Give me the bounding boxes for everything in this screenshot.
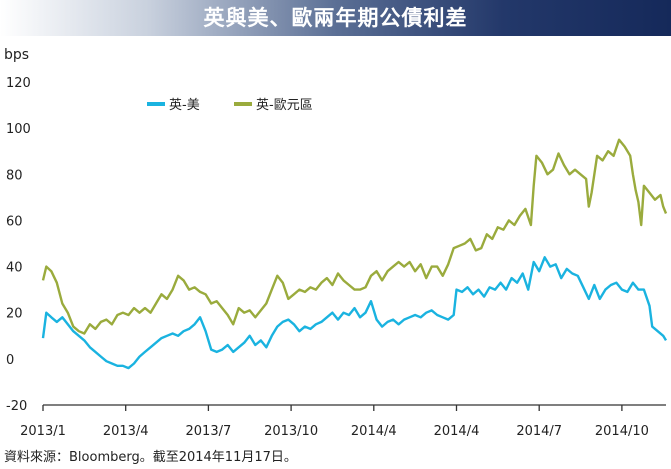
y-tick-label: 60 <box>6 214 23 229</box>
x-axis: 2013/1 2013/4 2013/7 2013/10 2014/4 2014/4 201… <box>20 404 666 439</box>
source-note: 資料來源：Bloomberg。截至2014年11月17日。 <box>4 450 297 465</box>
legend-label-1: 英-美 <box>169 98 200 113</box>
x-tick-label: 2013/7 <box>186 424 232 439</box>
series-layer <box>41 138 668 370</box>
y-tick-label: 20 <box>6 307 23 322</box>
y-axis-label: bps <box>4 47 30 63</box>
y-tick-label: 0 <box>6 353 14 368</box>
y-tick-label: 120 <box>6 76 31 91</box>
x-tick-label: 2014/7 <box>516 424 562 439</box>
y-tick-label: 100 <box>6 122 31 137</box>
legend: 英-美 英-歐元區 <box>147 98 313 113</box>
chart-title: 英與美、歐兩年期公債利差 <box>203 6 468 30</box>
x-tick-label: 2013/10 <box>264 424 318 439</box>
y-axis: -20 0 20 40 60 80 100 120 <box>6 76 31 414</box>
y-tick-label: -20 <box>6 399 27 414</box>
y-tick-label: 40 <box>6 261 23 276</box>
x-tick-label: 2014/10 <box>595 424 649 439</box>
series-line-1 <box>41 256 668 370</box>
x-tick-label: 2013/4 <box>103 424 149 439</box>
x-tick-label: 2014/4 <box>434 424 480 439</box>
legend-label-2: 英-歐元區 <box>256 98 313 113</box>
y-tick-label: 80 <box>6 168 23 183</box>
title-bar <box>0 0 671 36</box>
series-line-2 <box>41 138 668 335</box>
x-tick-label: 2014/4 <box>351 424 397 439</box>
x-tick-label: 2013/1 <box>20 424 66 439</box>
